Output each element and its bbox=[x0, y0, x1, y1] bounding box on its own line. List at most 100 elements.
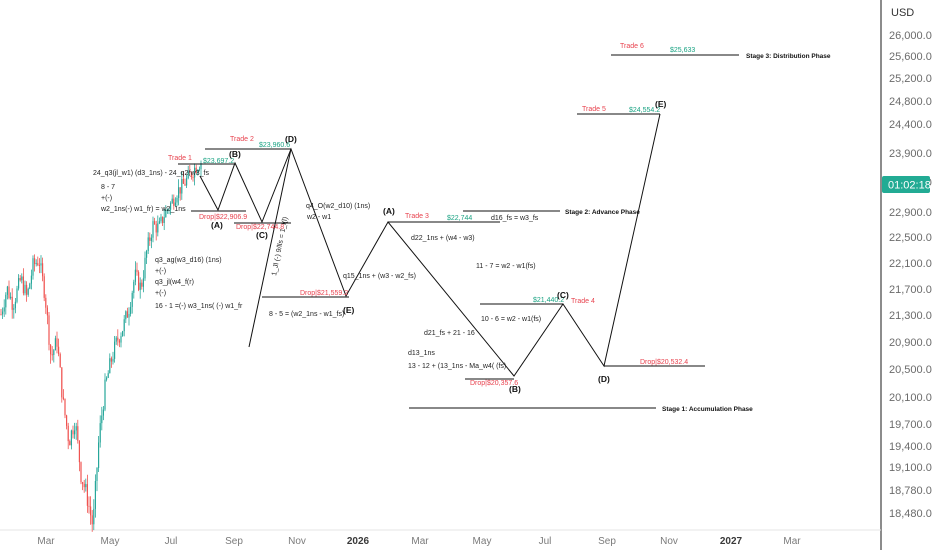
candle-body bbox=[30, 275, 32, 284]
candle-body bbox=[197, 170, 199, 173]
time-tick-label: Jul bbox=[539, 536, 552, 547]
phase-label: Stage 1: Accumulation Phase bbox=[662, 406, 753, 413]
annotation-text: 24_q3(jl_w1) (d3_1ns) - 24_q2(w3_fs bbox=[93, 170, 209, 177]
candle-body bbox=[83, 483, 85, 488]
price-tick-label: 26,000.0 bbox=[889, 30, 932, 42]
wave-label: (B) bbox=[509, 384, 521, 394]
candle-body bbox=[6, 286, 8, 295]
candle-body bbox=[26, 284, 28, 295]
candle-body bbox=[194, 167, 196, 178]
time-tick-label: Sep bbox=[225, 536, 243, 547]
candle-body bbox=[109, 358, 111, 374]
candle-body bbox=[155, 224, 157, 233]
trade-label: Trade 6 bbox=[620, 43, 644, 50]
candle-body bbox=[144, 257, 146, 279]
candle-body bbox=[106, 377, 108, 380]
candle-body bbox=[88, 505, 90, 507]
currency-label: USD bbox=[891, 7, 914, 19]
candle-body bbox=[115, 337, 117, 342]
candle-body bbox=[158, 221, 160, 224]
time-tick-label: 2027 bbox=[720, 536, 743, 547]
annotation-text: 10 - 6 = w2 - w1(fs) bbox=[481, 316, 541, 323]
candle-body bbox=[11, 296, 13, 310]
candle-body bbox=[189, 170, 191, 173]
wave-alt-line bbox=[248, 148, 292, 348]
candle-body bbox=[128, 313, 130, 318]
annotation-text: 16 - 1 =(-) w3_1ns( (-) w1_fr bbox=[155, 303, 243, 310]
candle-body bbox=[42, 263, 44, 277]
candle-body bbox=[104, 379, 106, 410]
candle-body bbox=[120, 336, 122, 343]
candle-body bbox=[29, 283, 31, 289]
candle-body bbox=[27, 288, 29, 295]
candle-body bbox=[138, 272, 140, 290]
candle-body bbox=[58, 346, 60, 355]
candle-body bbox=[141, 282, 143, 287]
candle-body bbox=[154, 221, 156, 225]
annotation-text: +(-) bbox=[155, 268, 166, 275]
time-tick-label: Jul bbox=[165, 536, 178, 547]
candle-body bbox=[35, 263, 37, 265]
candle-body bbox=[122, 331, 124, 337]
price-tick-label: 22,500.0 bbox=[889, 232, 932, 244]
annotation-text: d13_1ns bbox=[408, 350, 435, 357]
annotation-text: q3_jl(w4_f(r) bbox=[155, 279, 194, 286]
candle-body bbox=[99, 423, 101, 443]
current-price-badge-bg bbox=[882, 176, 930, 193]
candle-body bbox=[22, 276, 24, 294]
candle-body bbox=[51, 354, 53, 356]
time-tick-label: Sep bbox=[598, 536, 616, 547]
candle-body bbox=[136, 269, 138, 273]
candle-body bbox=[102, 409, 104, 416]
time-tick-label: Nov bbox=[660, 536, 678, 547]
wave-label: (C) bbox=[256, 230, 268, 240]
candle-body bbox=[142, 278, 144, 287]
annotation-text: d22_1ns + (w4 - w3) bbox=[411, 235, 475, 242]
candle-body bbox=[184, 183, 186, 186]
candle-body bbox=[91, 515, 93, 525]
candle-body bbox=[114, 341, 116, 359]
candle-body bbox=[149, 237, 151, 241]
candle-body bbox=[173, 198, 175, 206]
candle-body bbox=[86, 484, 88, 506]
wave-projection-line bbox=[199, 113, 661, 377]
trade-label: Trade 3 bbox=[405, 213, 429, 220]
candle-body bbox=[61, 367, 63, 398]
candle-body bbox=[118, 340, 120, 343]
trade-label: Trade 4 bbox=[571, 298, 595, 305]
candle-body bbox=[152, 221, 154, 238]
wave-label: (D) bbox=[285, 134, 297, 144]
annotation-text: 8 - 5 = (w2_1ns - w1_fs) bbox=[269, 311, 344, 318]
level-price-label: $22,744 bbox=[447, 215, 472, 222]
wave-label: (E) bbox=[655, 99, 667, 109]
candle-body bbox=[112, 358, 114, 362]
time-axis: Mar May Jul Sep Nov 2026 Mar May Jul Sep Nov 2027 Ma… bbox=[37, 536, 801, 547]
candle-body bbox=[80, 462, 82, 483]
candle-body bbox=[178, 187, 180, 198]
candle-body bbox=[19, 278, 21, 281]
candle-body bbox=[146, 251, 148, 258]
price-tick-label: 18,480.0 bbox=[889, 508, 932, 520]
candle-body bbox=[64, 398, 66, 416]
wave-label: (A) bbox=[211, 220, 223, 230]
candle-body bbox=[69, 441, 71, 446]
candle-body bbox=[179, 187, 181, 194]
candle-body bbox=[117, 337, 119, 341]
candle-body bbox=[186, 178, 188, 186]
candle-body bbox=[45, 297, 47, 308]
candle-body bbox=[181, 179, 183, 194]
candle-body bbox=[10, 296, 12, 298]
level-price-label: $23,960.6 bbox=[259, 142, 290, 149]
candle-body bbox=[157, 223, 159, 233]
trade-label: Trade 2 bbox=[230, 136, 254, 143]
level-price-label: $23,697.2 bbox=[203, 158, 234, 165]
candle-body bbox=[166, 209, 168, 211]
annotation-text: w2 - w1 bbox=[306, 214, 331, 221]
phase-label: Stage 2: Advance Phase bbox=[565, 209, 640, 216]
candle-body bbox=[93, 508, 95, 525]
candle-body bbox=[85, 484, 87, 488]
candle-body bbox=[16, 288, 18, 302]
wave-label: (A) bbox=[383, 206, 395, 216]
wave-label: (B) bbox=[229, 149, 241, 159]
